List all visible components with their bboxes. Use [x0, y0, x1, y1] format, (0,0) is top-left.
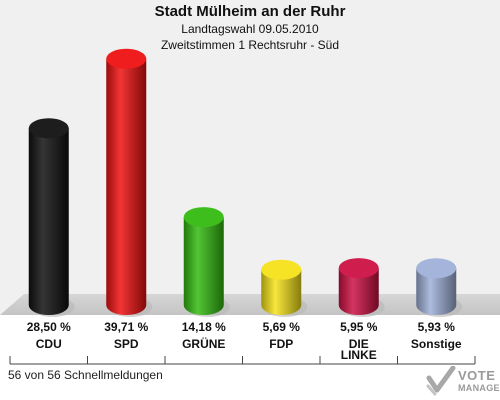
- chart-subtitle-2: Zweitstimmen 1 Rechtsruhr - Süd: [160, 38, 340, 52]
- vote-manager-logo: VOTE MANAGER: [425, 366, 500, 396]
- bar-body: [183, 217, 224, 315]
- reporting-status: 56 von 56 Schnellmeldungen: [8, 368, 163, 382]
- bar-fdp: [261, 259, 308, 317]
- bar-spd: [106, 48, 153, 317]
- vote-manager-check-icon: [426, 366, 456, 396]
- category-label: LINKE: [341, 348, 377, 362]
- bar-top: [416, 258, 457, 279]
- bar-top: [28, 118, 69, 139]
- category-label: Sonstige: [411, 337, 462, 351]
- value-label: 5,69 %: [263, 320, 301, 334]
- bar-body: [416, 268, 457, 315]
- bar-cdu: [28, 118, 75, 317]
- bar-body: [28, 128, 69, 315]
- chart-title: Stadt Mülheim an der Ruhr: [154, 3, 346, 20]
- category-label: GRÜNE: [182, 336, 225, 351]
- bar-top: [106, 48, 147, 69]
- plot-background: [0, 0, 500, 315]
- value-label: 5,93 %: [418, 320, 456, 334]
- chart-subtitle: Landtagswahl 09.05.2010: [181, 22, 319, 36]
- value-label: 5,95 %: [340, 320, 378, 334]
- value-label: 28,50 %: [27, 320, 71, 334]
- value-label: 39,71 %: [104, 320, 148, 334]
- bar-sonstige: [416, 258, 463, 317]
- bar-top: [183, 207, 224, 228]
- bar-top: [338, 258, 379, 279]
- value-label: 14,18 %: [182, 320, 226, 334]
- bar-grüne: [183, 207, 230, 317]
- logo-text-manager: MANAGER: [458, 383, 500, 393]
- category-label: SPD: [114, 337, 139, 351]
- bar-die-linke: [338, 258, 385, 317]
- category-label: DIE: [349, 337, 369, 351]
- logo-text-vote: VOTE: [458, 368, 496, 383]
- category-label: FDP: [269, 337, 293, 351]
- bar-top: [261, 259, 302, 280]
- category-label: CDU: [36, 337, 62, 351]
- bar-body: [338, 268, 379, 315]
- bar-body: [106, 58, 147, 315]
- bar-body: [261, 269, 302, 315]
